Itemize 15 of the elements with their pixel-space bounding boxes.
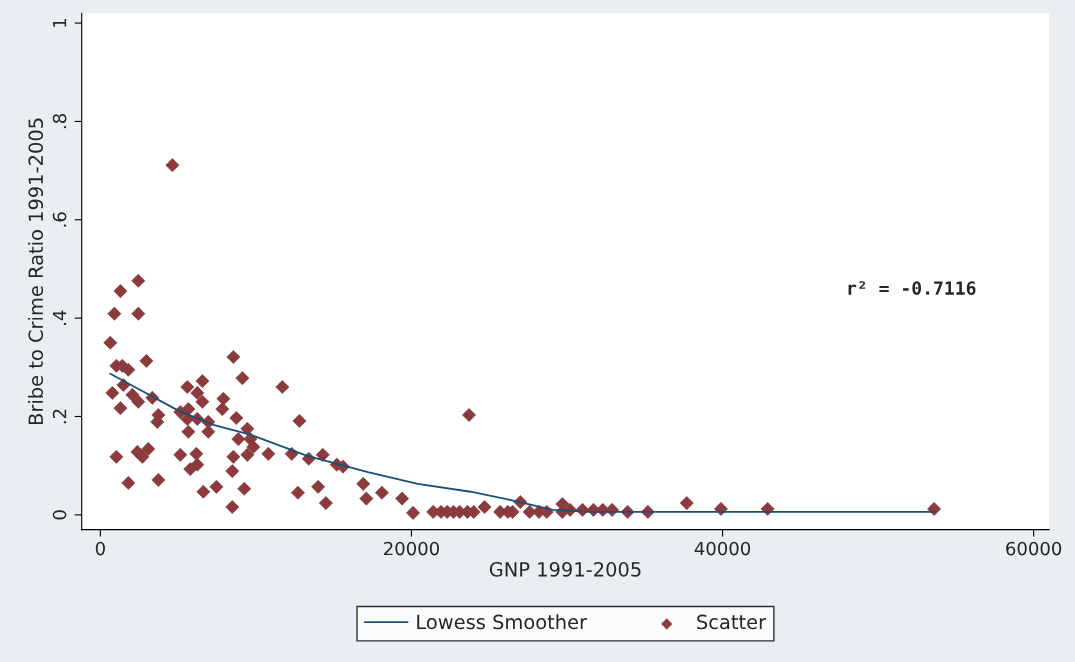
y-tick-label: .2 (52, 409, 67, 424)
legend-label: Lowess Smoother (417, 614, 588, 630)
x-tick-label: 20000 (384, 541, 439, 556)
y-axis-title: Bribe to Crime Ratio 1991-2005 (28, 118, 44, 425)
x-tick-label: 0 (95, 541, 105, 556)
y-tick-label: .4 (52, 310, 67, 325)
annotation: r² = -0.7116 (848, 281, 976, 295)
x-tick-label: 40000 (694, 541, 751, 556)
x-tick-label: 60000 (1006, 541, 1062, 556)
legend-label: Scatter (697, 614, 767, 630)
x-axis-title: GNP 1991-2005 (489, 562, 641, 577)
y-tick-label: .8 (52, 114, 67, 129)
y-tick-label: 1 (52, 19, 67, 27)
y-tick-label: .6 (52, 212, 67, 227)
y-tick-label: 0 (52, 510, 67, 520)
